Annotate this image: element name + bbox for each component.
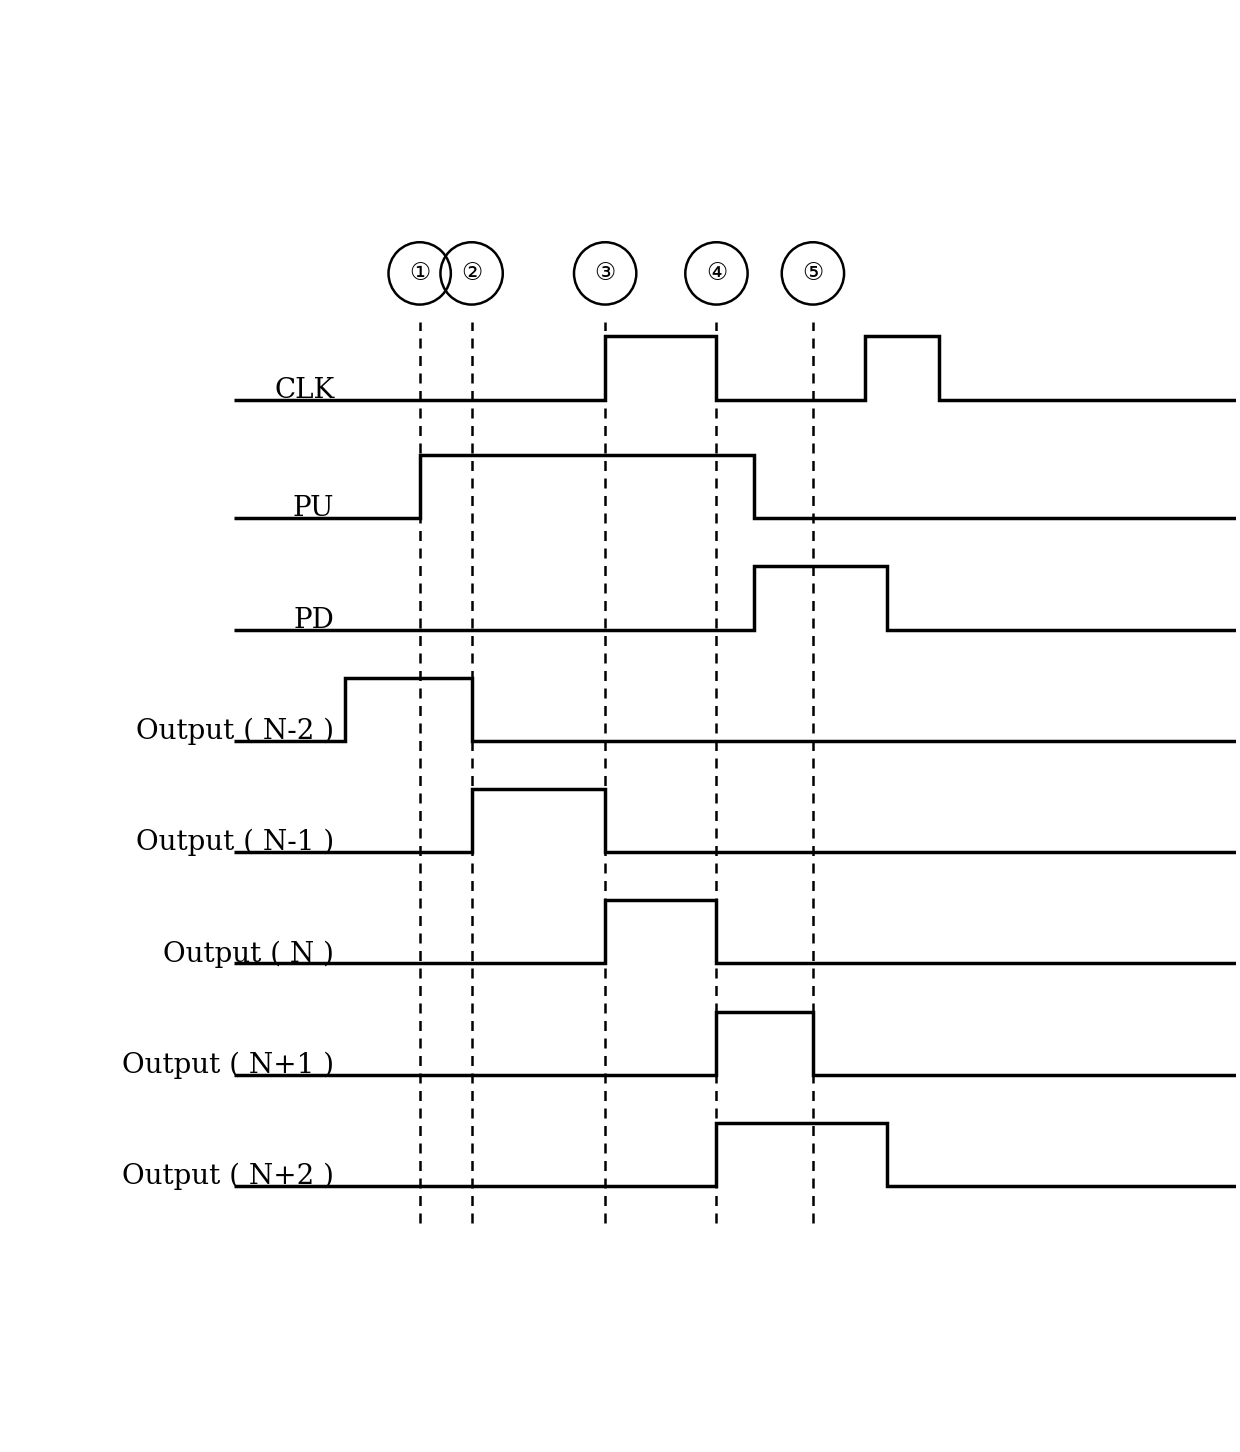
Text: Output ( N-2 ): Output ( N-2 ): [136, 717, 335, 745]
Text: ①: ①: [409, 261, 430, 286]
Text: Output ( N ): Output ( N ): [164, 941, 335, 967]
Text: ④: ④: [706, 261, 727, 286]
Text: ③: ③: [595, 261, 616, 286]
Text: CLK: CLK: [274, 376, 335, 404]
Text: ⑤: ⑤: [802, 261, 823, 286]
Text: PD: PD: [294, 607, 335, 633]
Text: ②: ②: [461, 261, 482, 286]
Text: Output ( N+2 ): Output ( N+2 ): [123, 1163, 335, 1191]
Text: Output ( N-1 ): Output ( N-1 ): [136, 829, 335, 857]
Text: PU: PU: [293, 495, 335, 523]
Text: Output ( N+1 ): Output ( N+1 ): [123, 1051, 335, 1079]
